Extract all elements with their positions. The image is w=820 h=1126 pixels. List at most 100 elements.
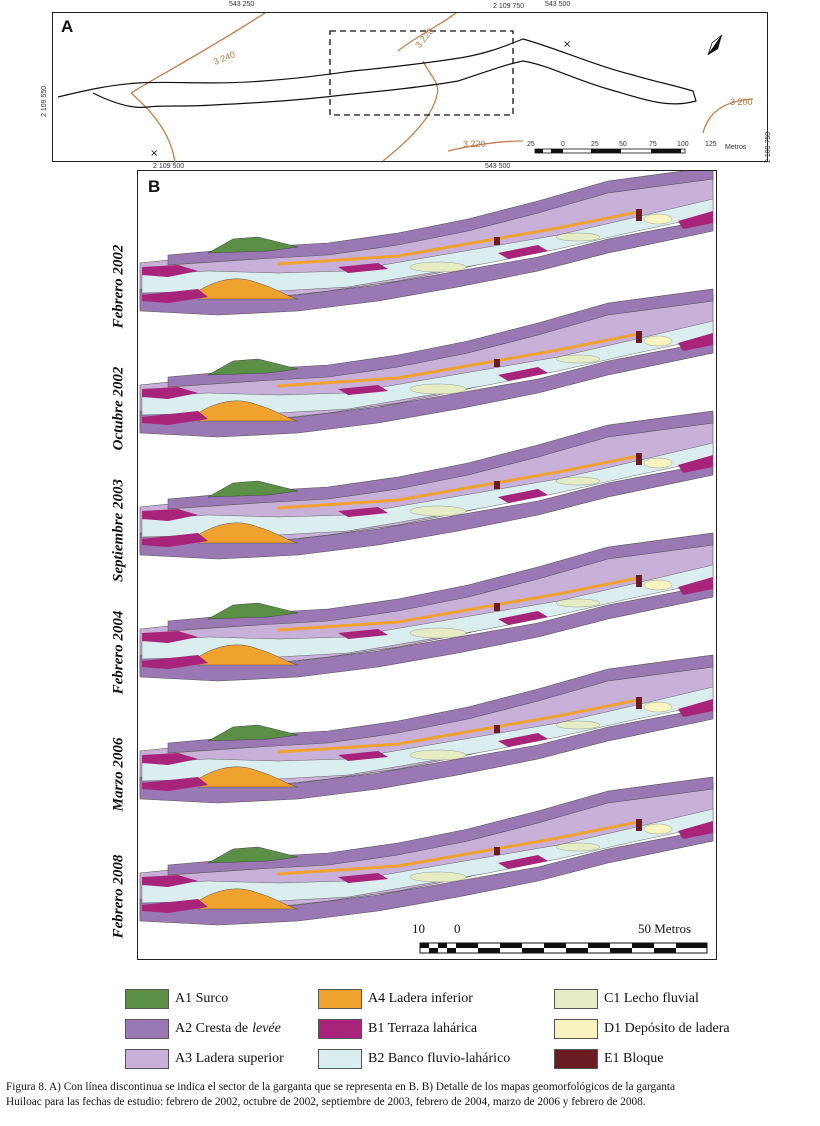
c1-fluvial-bed-1 <box>409 505 467 517</box>
b1-laharic-terrace-lower <box>142 411 208 425</box>
date-label-febrero-2004: Febrero 2004 <box>110 610 127 695</box>
date-label-febrero-2002: Febrero 2002 <box>110 244 127 329</box>
contour-line-3200 <box>702 98 754 134</box>
b1-laharic-terrace-far <box>678 699 713 717</box>
panel-b-scale-bar <box>419 942 708 954</box>
legend-label-a3: A3 Ladera superior <box>175 1051 284 1066</box>
e1-block-1 <box>494 359 500 367</box>
selected-sector-rectangle <box>329 30 514 116</box>
a1-gully <box>207 480 299 498</box>
legend-swatch-a2 <box>125 1019 169 1039</box>
legend-item-a2: A2 Cresta de levée <box>125 1017 281 1041</box>
legend-swatch-b1 <box>318 1019 362 1039</box>
grid-cross-1: × <box>563 39 571 50</box>
d1-slope-deposit <box>643 701 673 713</box>
contour-label-3200: 3 200 <box>730 97 753 107</box>
c1-fluvial-bed-2 <box>555 720 601 730</box>
a2-levee-crest-upper <box>167 171 714 266</box>
b1-laharic-terrace-mid <box>338 751 388 761</box>
gorge-outline <box>57 38 697 108</box>
scale-a-tick-4: 75 <box>649 141 657 148</box>
a2-levee-crest-band <box>139 218 714 316</box>
scale-a-tick-6: 125 <box>705 141 717 148</box>
a4-lower-slope-deposit <box>197 522 299 544</box>
map-strip-febrero-2002 <box>139 171 714 316</box>
legend-label-c1: C1 Lecho fluvial <box>604 991 699 1006</box>
legend-label-a2-italic: levée <box>252 1021 281 1036</box>
c1-fluvial-bed-2 <box>555 842 601 852</box>
caption-line-2: Huiloac para las fechas de estudio: febr… <box>6 1096 646 1108</box>
legend-item-b2: B2 Banco fluvio-lahárico <box>318 1047 510 1071</box>
c1-fluvial-bed-2 <box>555 476 601 486</box>
b1-laharic-terrace-left <box>142 875 198 887</box>
b1-laharic-terrace-right <box>498 611 548 625</box>
a2-levee-crest-band <box>139 584 714 682</box>
d1-slope-deposit <box>643 457 673 469</box>
a2-levee-crest-upper <box>167 288 714 388</box>
legend-label-a2: A2 Cresta de <box>175 1021 249 1036</box>
e1-block-1 <box>494 847 500 855</box>
c1-fluvial-bed-1 <box>409 871 467 883</box>
legend-item-a4: A4 Ladera inferior <box>318 987 473 1011</box>
e1-block-2 <box>636 575 642 587</box>
b1-laharic-terrace-mid <box>338 385 388 395</box>
c1-fluvial-bed-2 <box>555 354 601 364</box>
b1-laharic-terrace-lower <box>142 289 208 303</box>
b1-laharic-terrace-right <box>498 733 548 747</box>
c1-fluvial-bed-2 <box>555 598 601 608</box>
c1-fluvial-bed-2 <box>555 232 601 242</box>
scale-a-unit: Metros <box>725 144 747 151</box>
north-arrow-icon <box>707 34 723 56</box>
map-strip-febrero-2004 <box>139 532 714 682</box>
d1-slope-deposit <box>643 823 673 835</box>
legend-label-b1: B1 Terraza lahárica <box>368 1021 478 1036</box>
b1-laharic-terrace-mid <box>338 507 388 517</box>
b1-laharic-terrace-mid <box>338 263 388 273</box>
d1-slope-deposit <box>643 335 673 347</box>
panel-a-map-svg: × × <box>57 13 754 163</box>
a2-levee-crest-upper <box>167 532 714 632</box>
date-label-octubre-2002: Octubre 2002 <box>110 366 127 451</box>
a1-gully <box>207 358 299 376</box>
contour-label-3220-bottom: 3 220 <box>463 139 486 149</box>
contour-line-left-lower <box>130 92 176 163</box>
map-strip-octubre-2002 <box>139 288 714 438</box>
d1-slope-deposit <box>643 579 673 591</box>
legend-item-a3: A3 Ladera superior <box>125 1047 284 1071</box>
date-label-septiembre-2003: Septiembre 2003 <box>110 479 127 582</box>
a2-levee-crest-band <box>139 462 714 560</box>
b1-laharic-terrace-left <box>142 387 198 399</box>
legend-swatch-b2 <box>318 1049 362 1069</box>
b1-laharic-terrace-far <box>678 333 713 351</box>
legend-swatch-a3 <box>125 1049 169 1069</box>
legend-label-e1: E1 Bloque <box>604 1051 664 1066</box>
panel-a-scale-bar <box>534 148 686 154</box>
b1-laharic-terrace-lower <box>142 777 208 791</box>
contour-line-3220-b <box>447 140 524 152</box>
a1-gully <box>207 724 299 742</box>
e1-block-2 <box>636 819 642 831</box>
e1-block-2 <box>636 697 642 709</box>
a2-levee-crest-band <box>139 340 714 438</box>
e1-block-2 <box>636 209 642 221</box>
contour-line-mid <box>397 13 457 52</box>
b1-laharic-terrace-right <box>498 367 548 381</box>
a4-lower-slope-deposit <box>197 400 299 422</box>
a1-gully <box>207 602 299 620</box>
a2-levee-crest-upper <box>167 654 714 754</box>
b1-laharic-terrace-far <box>678 821 713 839</box>
e1-block-1 <box>494 481 500 489</box>
scale-b-tick-10: 10 <box>412 921 425 936</box>
e1-block-2 <box>636 331 642 343</box>
scale-a-tick-3: 50 <box>619 141 627 148</box>
b1-laharic-terrace-lower <box>142 899 208 913</box>
b1-laharic-terrace-left <box>142 265 198 277</box>
map-strip-septiembre-2003 <box>139 410 714 560</box>
b1-laharic-terrace-left <box>142 631 198 643</box>
c1-fluvial-bed-1 <box>409 749 467 761</box>
b1-laharic-terrace-mid <box>338 629 388 639</box>
a2-levee-crest-band <box>139 828 714 926</box>
a2-levee-crest-band <box>139 706 714 804</box>
legend-item-a1: A1 Surco <box>125 987 228 1011</box>
e1-block-2 <box>636 453 642 465</box>
